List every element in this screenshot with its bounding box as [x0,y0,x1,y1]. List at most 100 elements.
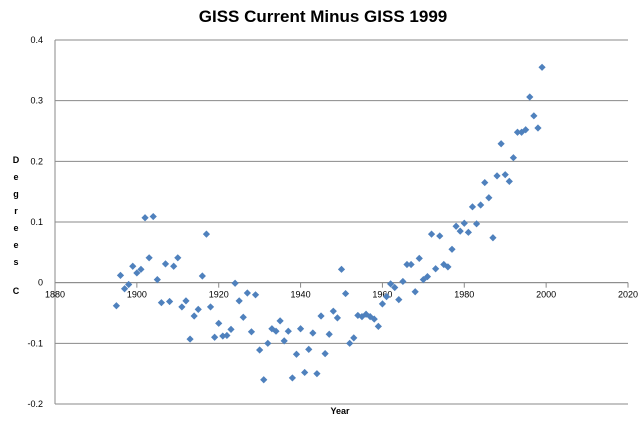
x-tick-label: 2000 [536,290,556,300]
data-point [481,178,489,187]
data-point [325,330,333,338]
data-point [354,311,362,320]
data-point [538,63,546,71]
data-point [382,293,391,301]
chart-title: GISS Current Minus GISS 1999 [199,7,447,26]
data-point [313,370,321,378]
data-point [444,263,452,271]
x-axis-label: Year [330,406,350,416]
data-point [149,212,157,221]
x-tick-label: 1900 [127,290,147,300]
data-point [280,337,288,345]
data-point [256,346,264,354]
data-point [378,300,387,308]
data-point [174,254,182,262]
data-point [284,327,292,335]
y-axis-label-letter: e [13,172,18,182]
data-point [427,230,436,238]
data-point [460,219,468,227]
data-point [215,319,223,327]
y-axis-label-letter: r [14,206,18,216]
data-point [341,289,350,298]
data-point [370,315,378,323]
data-point [493,172,501,180]
y-tick-labels: -0.2 -0.1 0 0.1 0.2 0.3 0.4 [27,35,43,409]
data-point [452,222,460,230]
data-point [186,335,194,343]
data-point [526,93,534,101]
data-point [116,271,125,279]
data-point [407,260,415,269]
y-tick-label: 0.4 [30,35,43,45]
data-point [202,230,211,238]
data-point [125,280,133,289]
data-point [346,339,354,347]
data-point [505,177,513,185]
data-point [362,310,370,318]
y-axis-label-letter: e [13,240,18,250]
data-point [477,201,485,209]
data-point [436,232,444,240]
data-point [120,285,129,293]
data-point [350,334,358,342]
data-point [534,124,542,132]
data-point [321,350,329,358]
data-point [423,273,432,281]
data-point [239,313,247,321]
data-point [272,327,280,335]
data-point [211,333,219,341]
x-tick-label: 1880 [45,290,65,300]
data-point [497,140,505,148]
data-point [157,299,166,307]
data-point [472,220,481,228]
x-tick-label: 1940 [291,290,311,300]
data-point [219,332,227,340]
data-point [395,296,403,304]
data-point [517,128,526,136]
data-point [489,234,497,242]
data-point [374,322,382,330]
data-point [415,254,423,262]
data-point [235,297,243,305]
data-point [268,325,276,333]
data-point [411,288,419,296]
x-tick-labels: 1880 1900 1920 1940 1960 1980 2000 2020 [45,290,638,300]
data-point [501,171,509,179]
data-points [112,63,546,384]
data-point [366,313,374,321]
gridlines [55,39,628,405]
data-point [198,272,206,280]
y-tick-label: -0.1 [27,338,43,348]
data-point [329,307,337,315]
data-point [448,245,456,253]
data-point [468,203,477,211]
y-axis-label-letter: D [13,155,20,165]
data-point [161,260,170,268]
x-tick-label: 1980 [454,290,474,300]
y-tick-label: 0.3 [30,96,43,106]
data-point [432,265,440,273]
data-point [227,325,235,333]
axes [54,40,629,404]
data-point [296,325,305,333]
data-point [530,112,538,120]
data-point [485,194,493,202]
y-tick-label: 0.2 [30,156,43,166]
data-point [129,262,137,270]
data-point [317,312,325,320]
data-point [206,303,215,311]
data-point [276,317,284,325]
data-point [309,329,317,337]
data-point [513,128,522,136]
data-point [464,228,472,236]
y-axis-label-letter: C [13,286,20,296]
y-axis-label-letter: g [13,189,19,199]
data-point [243,289,251,297]
y-axis-label-letter: e [13,223,18,233]
data-point [333,314,342,322]
data-point [190,312,198,320]
data-point [403,260,411,269]
data-point [522,126,530,134]
